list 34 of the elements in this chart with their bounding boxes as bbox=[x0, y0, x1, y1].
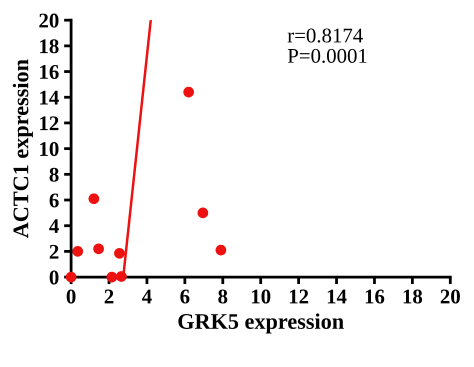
y-tick-label: 16 bbox=[40, 65, 59, 79]
x-tick-label: 14 bbox=[328, 290, 347, 304]
x-tick-label: 6 bbox=[180, 290, 190, 304]
y-tick-label: 12 bbox=[40, 116, 58, 130]
point bbox=[72, 246, 84, 257]
x-tick-label: 0 bbox=[66, 289, 76, 304]
point bbox=[216, 244, 226, 256]
x-tick-label: 16 bbox=[366, 290, 384, 304]
point bbox=[93, 243, 104, 254]
y-tick-label: 18 bbox=[40, 39, 59, 54]
point bbox=[114, 248, 125, 259]
point bbox=[198, 208, 208, 218]
x-tick-label: 12 bbox=[290, 290, 308, 304]
y-tick-label: 10 bbox=[40, 142, 58, 156]
point bbox=[106, 272, 118, 282]
y-tick-label: 20 bbox=[39, 14, 58, 28]
x-tick-label: 20 bbox=[440, 289, 460, 304]
y-tick-label: 4 bbox=[49, 219, 59, 233]
y-axis-title: ACTC1 expression bbox=[12, 59, 33, 238]
x-tick-label: 8 bbox=[218, 289, 228, 304]
annotation: r=0.8174 P=0.0001 bbox=[288, 28, 367, 63]
point bbox=[183, 86, 194, 98]
point bbox=[116, 271, 127, 282]
point bbox=[88, 193, 100, 204]
y-tick-label: 6 bbox=[50, 193, 59, 208]
x-tick-label: 2 bbox=[104, 290, 114, 304]
y-tick-label: 2 bbox=[50, 244, 58, 259]
x-tick-label: 10 bbox=[252, 289, 270, 304]
y-tick-label: 14 bbox=[40, 90, 59, 104]
y-tick-label: 0 bbox=[50, 270, 58, 285]
x-axis-title: GRK5 expression bbox=[178, 313, 344, 334]
x-tick-label: 18 bbox=[404, 289, 422, 304]
y-tick-label: 8 bbox=[50, 168, 59, 182]
x-tick-label: 4 bbox=[142, 290, 152, 304]
